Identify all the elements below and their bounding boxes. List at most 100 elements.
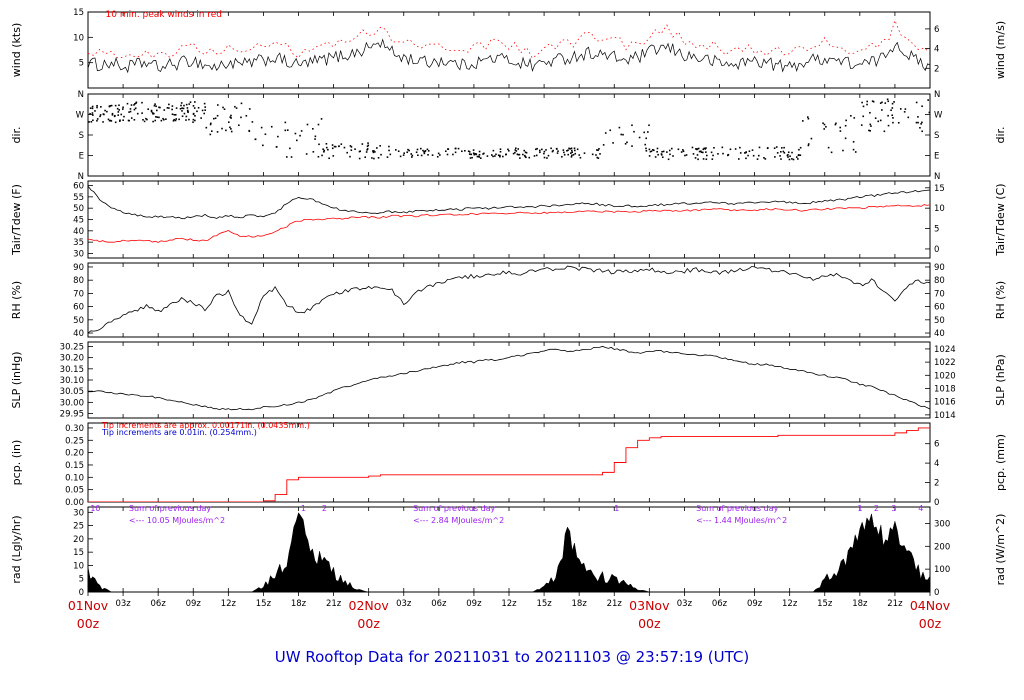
- rad-left-axis-label: rad (Lgly/hr): [10, 515, 23, 583]
- series-rh-percent: [88, 265, 930, 334]
- hour-label: 06z: [151, 599, 167, 609]
- slp-ytick-left: 30.20: [60, 354, 84, 364]
- pcp-ytick-right: 2: [934, 479, 939, 489]
- temp-ytick-left: 40: [73, 227, 84, 237]
- rad-annotation: <--- 2.84 MJoules/m^2: [413, 516, 504, 525]
- pcp-ytick-right: 6: [934, 440, 939, 450]
- dir-ytick-right: S: [934, 131, 939, 141]
- day-label-time: 00z: [919, 616, 942, 631]
- rad-annotation: 1: [614, 504, 619, 513]
- hour-label: 21z: [887, 599, 903, 609]
- dir-left-axis-label: dir.: [10, 126, 23, 143]
- hour-label: 18z: [291, 599, 307, 609]
- rh-ytick-right: 60: [934, 303, 945, 313]
- rad-annotation: <--- 10.05 MJoules/m^2: [129, 516, 225, 525]
- hour-label: 15z: [817, 599, 833, 609]
- rad-annotation: <--- 1.44 MJoules/m^2: [696, 516, 787, 525]
- wind-left-axis-label: wind (kts): [10, 23, 23, 78]
- wind-right-axis-label: wind (m/s): [994, 21, 1007, 79]
- hour-label: 03z: [677, 599, 693, 609]
- slp-ytick-right: 1018: [934, 384, 956, 394]
- wind-annotation: 10 min. peak winds in red: [106, 10, 222, 20]
- series-wind-peak-kts: [88, 19, 930, 59]
- hour-label: 06z: [712, 599, 728, 609]
- hour-label: 06z: [431, 599, 447, 609]
- wind-ytick-left: 15: [73, 8, 84, 18]
- rh-frame: [87, 262, 931, 338]
- rad-annotation: Sum of previous day: [129, 504, 211, 513]
- hour-label: 21z: [326, 599, 342, 609]
- rad-right-axis-label: rad (W/m^2): [994, 514, 1007, 586]
- rad-ytick-left: 30: [73, 508, 84, 518]
- rh-ytick-right: 50: [934, 316, 945, 326]
- rad-annotation: 4: [918, 504, 923, 513]
- hour-label: 12z: [501, 599, 517, 609]
- slp-ytick-left: 30.00: [60, 398, 84, 408]
- series-precip-accum-in: [88, 427, 930, 502]
- slp-ytick-left: 30.25: [60, 342, 84, 352]
- panel-pcp: 0.00 0.05 0.10 0.15 0.20 0.25 0.30 0 2 4 6 pcp. (in…: [10, 421, 1007, 508]
- rad-ytick-left: 0: [79, 588, 84, 598]
- day-label-date: 04Nov: [910, 598, 951, 613]
- slp-ytick-left: 29.95: [60, 410, 84, 420]
- series-solar-radiation: [88, 512, 930, 592]
- pcp-ytick-left: 0.05: [65, 486, 84, 496]
- rh-ytick-right: 70: [934, 289, 945, 299]
- wind-ytick-left: 5: [79, 59, 84, 69]
- rh-ytick-left: 70: [73, 289, 84, 299]
- wind-ytick-right: 4: [934, 45, 939, 55]
- rad-ytick-right: 300: [934, 519, 950, 529]
- pcp-ytick-left: 0.00: [65, 498, 84, 508]
- rad-ytick-left: 15: [73, 548, 84, 558]
- day-label-date: 02Nov: [349, 598, 390, 613]
- slp-ytick-right: 1020: [934, 371, 956, 381]
- rad-ytick-left: 25: [73, 522, 84, 532]
- hour-label: 15z: [256, 599, 272, 609]
- slp-ytick-left: 30.10: [60, 376, 84, 386]
- rad-ytick-right: 0: [934, 588, 939, 598]
- rad-annotation: Sum of previous day: [696, 504, 778, 513]
- hour-label: 15z: [536, 599, 552, 609]
- slp-ytick-left: 30.05: [60, 387, 84, 397]
- dir-ytick-right: N: [934, 172, 940, 182]
- dir-ytick-left: N: [78, 172, 84, 182]
- slp-ytick-right: 1024: [934, 345, 956, 355]
- slp-ytick-left: 30.15: [60, 365, 84, 375]
- rh-ytick-left: 60: [73, 303, 84, 313]
- rh-ytick-right: 40: [934, 329, 945, 339]
- slp-right-axis-label: SLP (hPa): [994, 354, 1007, 406]
- dir-ytick-left: W: [76, 111, 85, 121]
- pcp-ytick-left: 0.30: [65, 424, 84, 434]
- rad-ytick-right: 200: [934, 542, 950, 552]
- rad-ytick-left: 10: [73, 561, 84, 571]
- temp-ytick-right: 15: [934, 184, 945, 194]
- temp-ytick-left: 60: [73, 182, 84, 192]
- pcp-annotation: Tip increments are 0.01in. (0.254mm.): [101, 428, 257, 437]
- slp-left-axis-label: SLP (inHg): [10, 351, 23, 408]
- rh-ytick-right: 90: [934, 263, 945, 273]
- temp-ytick-right: 0: [934, 245, 939, 255]
- rad-ytick-right: 100: [934, 565, 950, 575]
- wind-ytick-left: 10: [73, 33, 84, 43]
- dir-right-axis-label: dir.: [994, 126, 1007, 143]
- rad-annotation: 2: [874, 504, 879, 513]
- rad-ytick-left: 20: [73, 535, 84, 545]
- pcp-ytick-left: 0.20: [65, 449, 84, 459]
- temp-ytick-right: 5: [934, 225, 939, 235]
- hour-label: 09z: [186, 599, 202, 609]
- hour-label: 21z: [607, 599, 623, 609]
- dir-ytick-left: S: [79, 131, 84, 141]
- pcp-ytick-right: 0: [934, 498, 939, 508]
- series-wind-avg-kts: [88, 38, 930, 74]
- temp-ytick-left: 35: [73, 238, 84, 248]
- rad-annotation: Sum of previous day: [413, 504, 495, 513]
- dir-ytick-right: N: [934, 90, 940, 100]
- pcp-right-axis-label: pcp. (mm): [994, 434, 1007, 491]
- day-label-time: 00z: [77, 616, 100, 631]
- rad-annotation: 3: [891, 504, 896, 513]
- series-slp-inhg: [88, 345, 930, 411]
